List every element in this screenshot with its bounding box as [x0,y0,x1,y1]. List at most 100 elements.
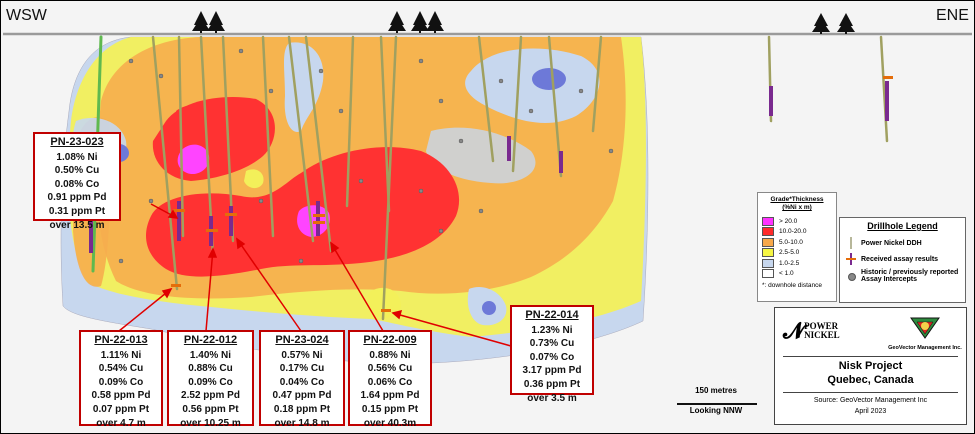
callout-pn-22-012[interactable]: PN-22-012 1.40% Ni 0.88% Cu 0.09% Co 2.5… [167,330,254,429]
callout-line: 0.06% Co [367,376,413,388]
callout-line: 0.58 ppm Pd [91,390,151,402]
callout-line: 1.08% Ni [56,151,98,163]
ddh-trace [591,35,603,133]
swatch [762,227,774,237]
date-text: April 2023 [854,408,887,415]
callout-title: PN-23-024 [275,334,329,346]
grade-legend-item: < 1.0 [762,269,832,280]
grade-legend-item: 10.0-20.0 [762,227,832,238]
swatch [762,237,774,247]
callout-line: 0.07% Co [529,351,575,363]
callout-line: 0.47 ppm Pd [272,390,332,402]
callout-line: 3.17 ppm Pd [522,365,582,377]
ddh-trace [304,35,333,253]
callout-line: 0.88% Cu [188,363,233,375]
tree-icon [812,13,830,34]
grade-label: 10.0-20.0 [779,228,807,236]
grade-label: 1.0-2.5 [779,259,800,267]
legend-label: Historic / previously reported Assay Int… [861,269,959,283]
callout-line: 1.11% Ni [100,349,142,361]
callout-line: 0.36 ppm Pt [523,378,581,390]
callout-line: over 3.5 m [527,392,577,404]
ddh-trace [477,35,495,163]
callout-line: 0.31 ppm Pt [48,205,106,217]
legend-label: Power Nickel DDH [861,239,922,247]
scale-info: 150 metres Looking NNW [673,386,759,415]
callout-line: 0.15 ppm Pt [361,403,419,415]
callout-line: 1.40% Ni [189,349,232,361]
grade-legend-item: 5.0-10.0 [762,237,832,248]
callout-line: 0.08% Co [54,178,100,190]
callout-line: 0.88% Ni [369,349,411,361]
ddh-trace [345,35,355,208]
callout-line: over 4.7 m [96,417,146,429]
grade-legend-item: > 20.0 [762,216,832,227]
callout-line: 0.50% Cu [54,165,100,177]
assay-segments [89,76,893,312]
geovector-logo: GeoVector Management Inc. [885,314,965,351]
callout-title: PN-22-009 [363,334,417,346]
title-block: 𝓝 POWER NICKEL GeoVector Management Inc.… [774,307,967,425]
callout-title: PN-22-013 [94,334,148,346]
drillhole-traces [91,35,889,321]
direction-right: ENE [936,7,969,24]
drillhole-legend-item: Received assay results [845,253,960,265]
grade-label: 2.5-5.0 [779,249,800,257]
tree-icon [388,11,406,33]
ddh-trace [511,35,523,173]
callout-pn-23-024[interactable]: PN-23-024 0.57% Ni 0.17% Cu 0.04% Co 0.4… [259,330,345,429]
swatch [762,216,774,226]
ddh-trace [381,35,398,321]
grade-legend-item: 1.0-2.5 [762,258,832,269]
view-direction: Looking NNW [689,406,743,415]
divider [783,392,958,393]
callout-title: PN-22-012 [183,334,238,346]
grade-legend-unit: (%Ni x m) [782,204,812,211]
drillhole-legend: Drillhole Legend Power Nickel DDH Receiv… [839,217,966,303]
callout-line: 0.07 ppm Pt [92,403,150,415]
legend-label: Received assay results [861,255,939,263]
grade-legend-footnote: *: downhole distance [762,282,822,289]
callout-line: 2.52 ppm Pd [181,390,240,402]
callout-line: over 14.8 m [274,417,330,429]
callout-title: PN-22-014 [525,309,579,321]
drillhole-legend-title: Drillhole Legend [867,221,938,231]
tree-icon [411,11,429,33]
tree-icon [207,11,225,33]
project-name: Nisk Project [838,360,903,372]
callout-line: 0.73% Cu [529,338,575,350]
grade-legend: Grade*Thickness (%Ni x m) > 20.0 10.0-20… [757,192,837,302]
callout-pn-23-023[interactable]: PN-23-023 1.08% Ni 0.50% Cu 0.08% Co 0.9… [33,132,121,231]
callout-line: 0.56% Cu [367,363,413,375]
callout-pn-22-014[interactable]: PN-22-014 1.23% Ni 0.73% Cu 0.07% Co 3.1… [510,305,594,404]
ddh-trace-icon [845,237,857,249]
tree-icon [426,11,444,33]
grade-label: < 1.0 [779,270,794,278]
callout-pn-22-009[interactable]: PN-22-009 0.88% Ni 0.56% Cu 0.06% Co 1.6… [348,330,432,429]
historic-intercept-icon [845,270,857,282]
callout-line: over 13.5 m [49,219,105,231]
callout-line: 0.57% Ni [281,349,323,361]
callout-line: 0.17% Cu [279,363,325,375]
callout-line: 0.04% Co [279,376,325,388]
source-text: Source: GeoVector Management Inc [813,397,928,404]
callout-line: 0.56 ppm Pt [182,403,239,415]
tree-icons [192,11,855,34]
power-nickel-mark-icon: 𝓝 [783,318,804,343]
ddh-trace [261,35,275,238]
callout-line: over 40.3m [363,417,417,429]
callout-title: PN-23-023 [50,136,104,148]
ddh-trace [151,35,179,291]
ddh-trace [379,35,391,213]
swatch [762,269,774,279]
tree-icon [192,11,210,33]
callout-line: 0.18 ppm Pt [273,403,331,415]
ddh-trace [287,35,315,243]
zone-lt-3 [465,48,600,123]
callout-pn-22-013[interactable]: PN-22-013 1.11% Ni 0.54% Cu 0.09% Co 0.5… [79,330,163,429]
logo-text-line1: POWER [804,321,839,331]
grade-legend-item: 2.5-5.0 [762,248,832,259]
drillhole-legend-item: Power Nickel DDH [845,237,960,249]
